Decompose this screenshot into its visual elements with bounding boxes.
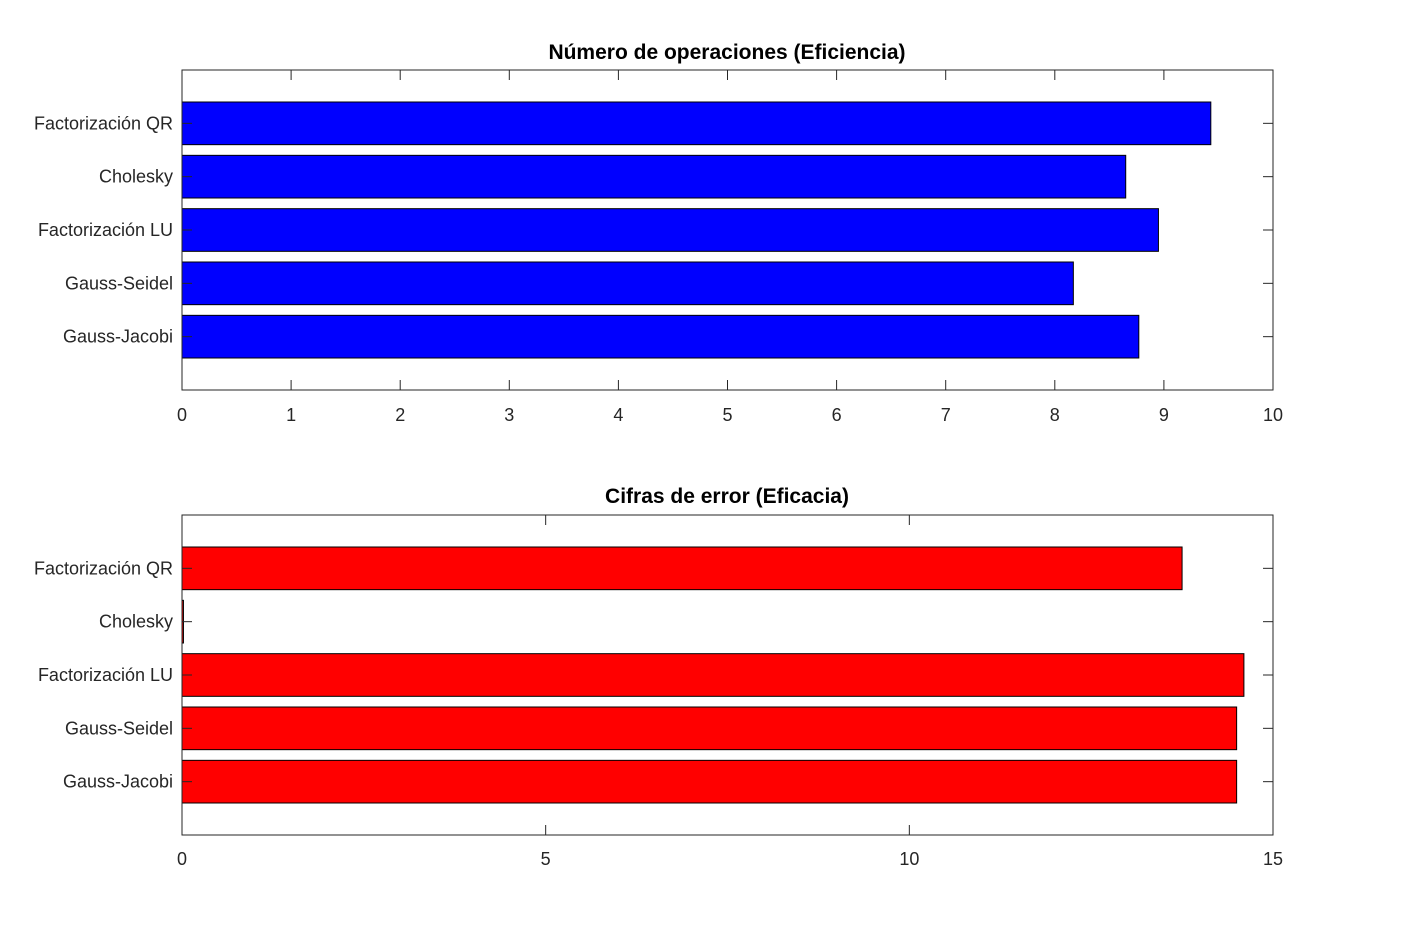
y-tick-label: Cholesky: [99, 612, 173, 632]
efficiency-chart: Número de operaciones (Eficiencia) Gauss…: [34, 41, 1283, 425]
bar-factorizaci-n-lu: [181, 653, 1245, 697]
x-tick-label: 9: [1159, 405, 1169, 425]
x-tick-label: 2: [395, 405, 405, 425]
y-tick-label: Gauss-Seidel: [65, 273, 173, 293]
bar-gauss-jacobi: [181, 314, 1140, 359]
x-tick-label: 15: [1263, 849, 1283, 869]
x-tick-label: 0: [177, 849, 187, 869]
x-tick-label: 5: [722, 405, 732, 425]
x-tick-label: 5: [541, 849, 551, 869]
y-tick-label: Gauss-Jacobi: [63, 772, 173, 792]
y-tick-label: Factorización LU: [38, 665, 173, 685]
bar-gauss-seidel: [181, 706, 1238, 751]
y-tick-label: Factorización QR: [34, 113, 173, 133]
y-tick-label: Gauss-Jacobi: [63, 327, 173, 347]
bar-gauss-seidel: [181, 261, 1074, 306]
x-tick-label: 4: [613, 405, 623, 425]
bar-cholesky: [181, 154, 1127, 199]
bar-factorizaci-n-qr: [181, 101, 1212, 146]
bar-factorizaci-n-qr: [181, 546, 1183, 591]
x-tick-label: 10: [1263, 405, 1283, 425]
bar-gauss-jacobi: [181, 759, 1238, 804]
chart-title: Cifras de error (Eficacia): [605, 485, 849, 508]
x-tick-label: 6: [832, 405, 842, 425]
y-tick-label: Gauss-Seidel: [65, 718, 173, 738]
x-tick-label: 3: [504, 405, 514, 425]
x-tick-label: 10: [899, 849, 919, 869]
x-tick-label: 8: [1050, 405, 1060, 425]
bar-factorizaci-n-lu: [181, 208, 1159, 252]
chart-title: Número de operaciones (Eficiencia): [548, 41, 905, 64]
y-tick-label: Cholesky: [99, 167, 173, 187]
x-tick-label: 7: [941, 405, 951, 425]
x-tick-label: 1: [286, 405, 296, 425]
y-tick-label: Factorización LU: [38, 220, 173, 240]
x-tick-label: 0: [177, 405, 187, 425]
y-tick-label: Factorización QR: [34, 558, 173, 578]
efficacy-chart: Cifras de error (Eficacia) Gauss-Jacobi G…: [34, 485, 1283, 869]
